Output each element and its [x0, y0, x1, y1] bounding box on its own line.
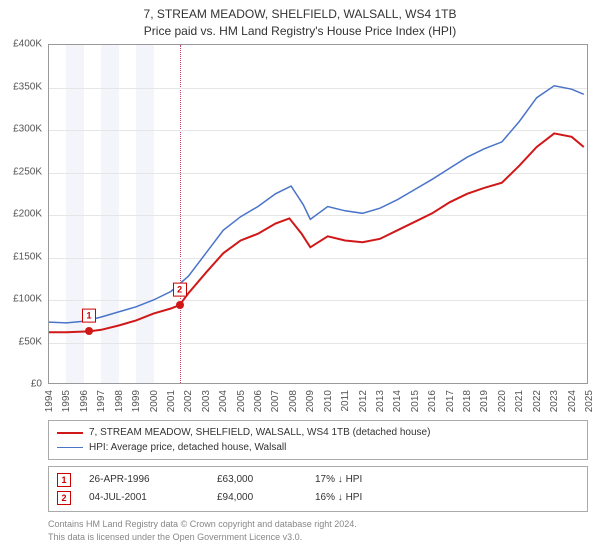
x-tick-label: 2013: [375, 390, 386, 412]
series-hpi: [49, 86, 584, 323]
event-marker-dot: [85, 327, 93, 335]
x-tick-label: 2005: [236, 390, 247, 412]
legend-label-price-paid: 7, STREAM MEADOW, SHELFIELD, WALSALL, WS…: [89, 425, 430, 440]
event-row: 2 04-JUL-2001 £94,000 16% ↓ HPI: [57, 489, 579, 507]
x-tick-label: 2018: [462, 390, 473, 412]
y-tick-label: £100K: [0, 294, 42, 305]
x-tick-label: 2002: [183, 390, 194, 412]
events-box: 1 26-APR-1996 £63,000 17% ↓ HPI 2 04-JUL…: [48, 466, 588, 512]
x-tick-label: 2015: [410, 390, 421, 412]
x-tick-label: 2021: [514, 390, 525, 412]
x-tick-label: 2017: [445, 390, 456, 412]
y-tick-label: £0: [0, 379, 42, 390]
title-address: 7, STREAM MEADOW, SHELFIELD, WALSALL, WS…: [0, 6, 600, 23]
chart-container: 7, STREAM MEADOW, SHELFIELD, WALSALL, WS…: [0, 0, 600, 560]
x-tick-label: 2008: [288, 390, 299, 412]
event-date: 26-APR-1996: [89, 471, 199, 489]
x-tick-label: 2025: [584, 390, 595, 412]
x-tick-label: 1997: [96, 390, 107, 412]
x-tick-label: 2009: [305, 390, 316, 412]
x-tick-label: 2001: [166, 390, 177, 412]
legend-box: 7, STREAM MEADOW, SHELFIELD, WALSALL, WS…: [48, 420, 588, 460]
series-lines: [49, 45, 588, 384]
x-tick-label: 2022: [532, 390, 543, 412]
series-price_paid: [49, 133, 584, 332]
event-marker-label: 1: [82, 309, 96, 323]
event-date: 04-JUL-2001: [89, 489, 199, 507]
y-tick-label: £200K: [0, 209, 42, 220]
event-price: £63,000: [217, 471, 297, 489]
x-tick-label: 2010: [323, 390, 334, 412]
y-tick-label: £50K: [0, 336, 42, 347]
x-tick-label: 2012: [358, 390, 369, 412]
x-tick-label: 2003: [201, 390, 212, 412]
legend-row-price-paid: 7, STREAM MEADOW, SHELFIELD, WALSALL, WS…: [57, 425, 579, 440]
x-tick-label: 1995: [61, 390, 72, 412]
x-tick-label: 2020: [497, 390, 508, 412]
legend-swatch-price-paid: [57, 432, 83, 434]
x-tick-label: 2004: [218, 390, 229, 412]
event-delta: 17% ↓ HPI: [315, 471, 405, 489]
x-tick-label: 2016: [427, 390, 438, 412]
title-subtitle: Price paid vs. HM Land Registry's House …: [0, 23, 600, 40]
legend-label-hpi: HPI: Average price, detached house, Wals…: [89, 440, 286, 455]
y-tick-label: £350K: [0, 81, 42, 92]
x-tick-label: 2024: [567, 390, 578, 412]
y-tick-label: £400K: [0, 39, 42, 50]
x-tick-label: 2000: [149, 390, 160, 412]
chart-area: £0£50K£100K£150K£200K£250K£300K£350K£400…: [48, 44, 588, 384]
event-row: 1 26-APR-1996 £63,000 17% ↓ HPI: [57, 471, 579, 489]
event-marker-icon: 1: [57, 473, 71, 487]
plot-region: 12: [48, 44, 588, 384]
y-tick-label: £300K: [0, 124, 42, 135]
event-delta: 16% ↓ HPI: [315, 489, 405, 507]
credits-line1: Contains HM Land Registry data © Crown c…: [48, 518, 588, 531]
y-tick-label: £250K: [0, 166, 42, 177]
x-tick-label: 1996: [79, 390, 90, 412]
x-tick-label: 2007: [270, 390, 281, 412]
event-marker-icon: 2: [57, 491, 71, 505]
x-tick-label: 2014: [392, 390, 403, 412]
event-marker-label: 2: [173, 283, 187, 297]
x-tick-label: 2006: [253, 390, 264, 412]
event-price: £94,000: [217, 489, 297, 507]
title-block: 7, STREAM MEADOW, SHELFIELD, WALSALL, WS…: [0, 0, 600, 40]
x-tick-label: 1994: [44, 390, 55, 412]
x-tick-label: 1999: [131, 390, 142, 412]
credits-line2: This data is licensed under the Open Gov…: [48, 531, 588, 544]
legend-swatch-hpi: [57, 447, 83, 448]
legend-row-hpi: HPI: Average price, detached house, Wals…: [57, 440, 579, 455]
below-chart: 7, STREAM MEADOW, SHELFIELD, WALSALL, WS…: [48, 420, 588, 543]
x-tick-label: 2011: [340, 390, 351, 412]
x-tick-label: 2019: [479, 390, 490, 412]
credits-block: Contains HM Land Registry data © Crown c…: [48, 518, 588, 543]
x-tick-label: 2023: [549, 390, 560, 412]
y-tick-label: £150K: [0, 251, 42, 262]
event-marker-dot: [176, 301, 184, 309]
x-tick-label: 1998: [114, 390, 125, 412]
